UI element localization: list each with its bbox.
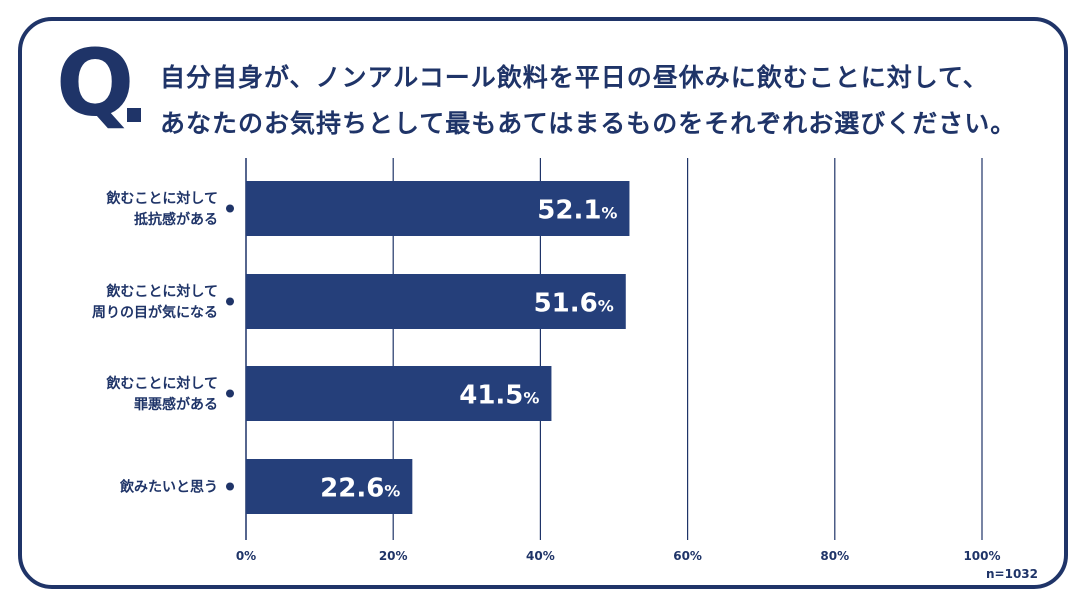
category-label: 周りの目が気になる — [92, 304, 218, 321]
bar — [246, 459, 413, 514]
x-tick-label: 20% — [379, 549, 408, 563]
category-label: 飲むことに対して — [105, 375, 218, 392]
category-bullet — [226, 482, 234, 491]
question-text-line2: あなたのお気持ちとして最もあてはまるものをそれぞれお選びください。 — [160, 109, 1017, 138]
bar-value-label: 22.6% — [320, 474, 400, 504]
question-mark-q: Q — [56, 30, 134, 137]
sample-size-label: n=1032 — [986, 567, 1038, 581]
category-bullet — [226, 204, 234, 213]
bar — [246, 274, 626, 329]
bar — [246, 181, 630, 236]
category-label: 抵抗感がある — [134, 211, 218, 228]
category-label: 飲むことに対して — [105, 190, 218, 207]
question-mark-dot — [127, 108, 141, 122]
category-bullet — [226, 297, 234, 306]
x-tick-label: 0% — [236, 549, 256, 563]
category-label: 飲むことに対して — [105, 283, 218, 300]
x-tick-label: 100% — [963, 549, 1000, 563]
bar — [246, 366, 552, 421]
x-tick-label: 80% — [820, 549, 849, 563]
category-bullet — [226, 389, 234, 398]
x-tick-label: 40% — [526, 549, 555, 563]
category-label: 飲みたいと思う — [119, 479, 218, 496]
question-text-line1: 自分自身が、ノンアルコール飲料を平日の昼休みに飲むことに対して、 — [160, 63, 989, 92]
bar-value-label: 41.5% — [459, 381, 539, 411]
x-tick-label: 60% — [673, 549, 702, 563]
bar-value-label: 51.6% — [534, 289, 614, 319]
category-label: 罪悪感がある — [134, 396, 218, 413]
bar-value-label: 52.1% — [537, 196, 617, 226]
